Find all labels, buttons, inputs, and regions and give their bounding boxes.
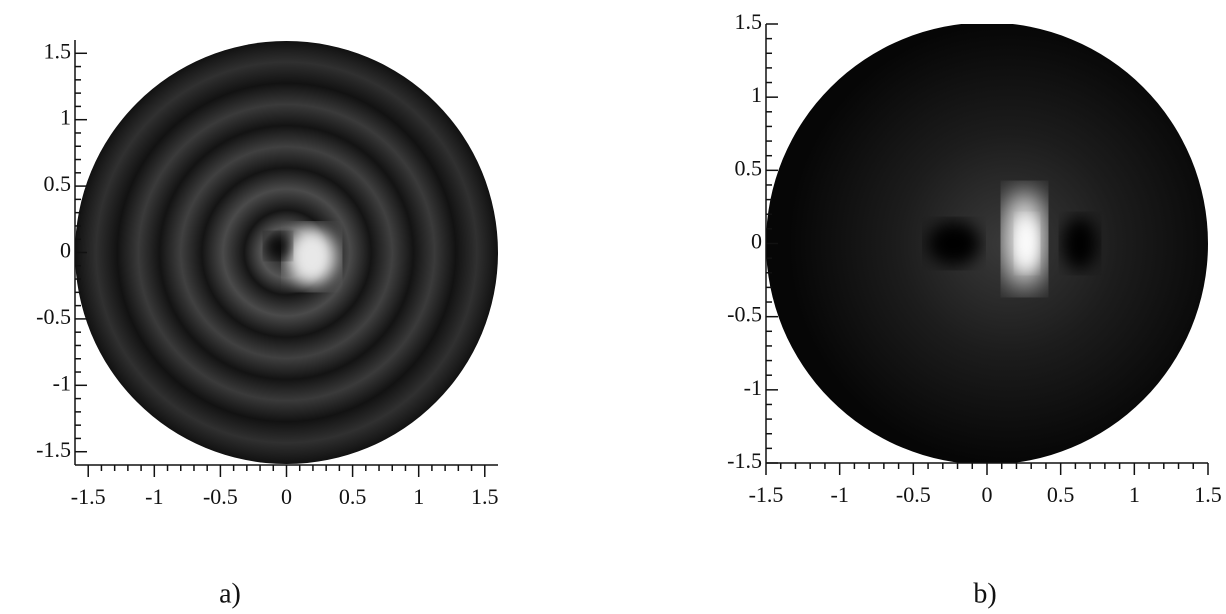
x-tick-label: -1.5	[71, 484, 106, 509]
plot-area	[75, 41, 498, 464]
y-tick-label: 0.5	[735, 155, 763, 180]
dark-spot	[927, 221, 981, 266]
y-tick-label: 0	[751, 229, 762, 254]
x-tick-label: -1	[831, 482, 849, 507]
x-tick-label: -0.5	[896, 482, 931, 507]
x-tick-label: 0	[281, 484, 292, 509]
y-tick-label: -1.5	[36, 437, 71, 462]
y-tick-label: 1	[60, 105, 71, 130]
x-tick-label: 1	[413, 484, 424, 509]
dark-core	[265, 233, 291, 259]
caption: b)	[973, 578, 996, 609]
caption: a)	[219, 578, 241, 609]
y-tick-label: -0.5	[727, 302, 762, 327]
bright-crescent	[286, 227, 338, 287]
y-tick-label: 1.5	[44, 38, 72, 63]
x-tick-label: 1.5	[471, 484, 499, 509]
x-tick-label: 1.5	[1194, 482, 1222, 507]
x-tick-label: -1	[145, 484, 163, 509]
dark-spot	[1062, 216, 1098, 271]
y-tick-label: -0.5	[36, 304, 71, 329]
y-tick-label: -1	[744, 375, 762, 400]
x-tick-label: -1.5	[749, 482, 784, 507]
x-tick-label: -0.5	[203, 484, 238, 509]
y-tick-label: -1.5	[727, 448, 762, 473]
x-tick-label: 0	[982, 482, 993, 507]
intensity-field	[766, 24, 1208, 463]
y-tick-label: -1	[53, 370, 71, 395]
y-tick-label: 0.5	[44, 171, 72, 196]
y-tick-label: 1	[751, 82, 762, 107]
x-tick-label: 0.5	[339, 484, 367, 509]
plot-area	[766, 24, 1208, 463]
bright-core	[1015, 216, 1038, 271]
y-tick-label: 0	[60, 238, 71, 263]
x-tick-label: 1	[1129, 482, 1140, 507]
y-tick-label: 1.5	[735, 9, 763, 34]
x-tick-label: 0.5	[1047, 482, 1075, 507]
